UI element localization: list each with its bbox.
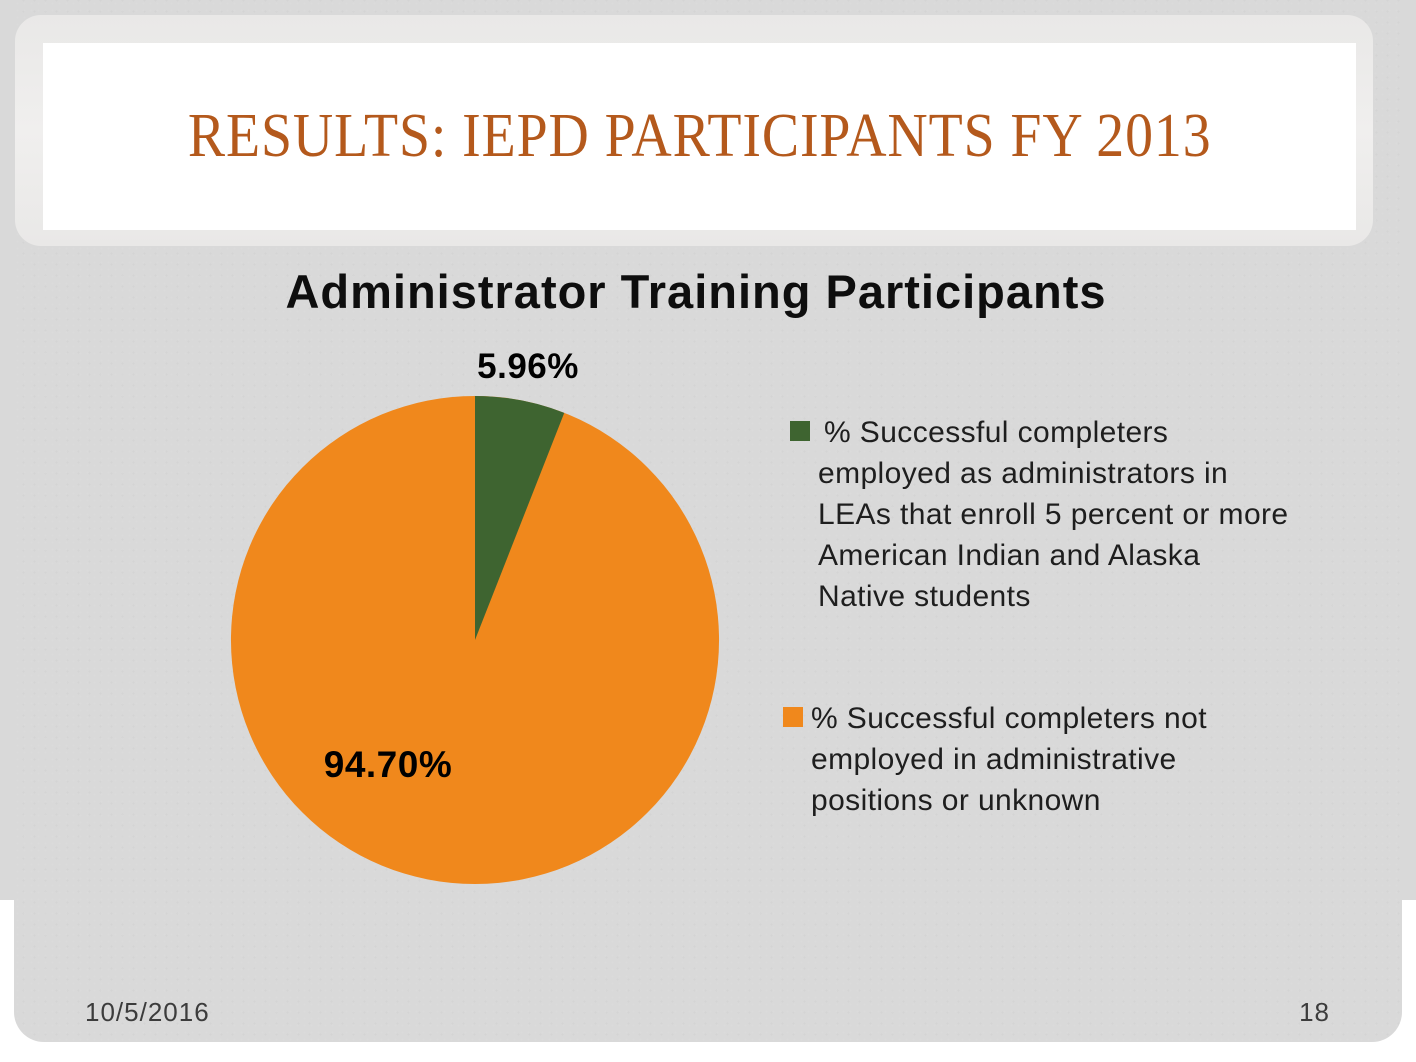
pie-data-label-green: 5.96%	[477, 347, 579, 386]
footer-date: 10/5/2016	[85, 997, 210, 1027]
chart-legend: % Successful completers employed as admi…	[783, 412, 1343, 821]
legend-label-orange: % Successful completers not employed in …	[811, 702, 1207, 817]
chart-title: Administrator Training Participants	[285, 265, 1107, 318]
pie-chart	[228, 393, 722, 887]
legend-swatch-orange	[783, 707, 803, 727]
pie-chart-svg	[230, 395, 720, 885]
pie-slice-green	[475, 395, 565, 640]
legend-item-orange: % Successful completers not employed in …	[783, 698, 1343, 821]
legend-item-green: % Successful completers employed as admi…	[783, 412, 1343, 617]
pie-data-label-orange: 94.70%	[323, 744, 453, 785]
title-banner: RESULTS: IEPD PARTICIPANTS FY 2013	[15, 15, 1373, 246]
title-banner-inner: RESULTS: IEPD PARTICIPANTS FY 2013	[43, 43, 1356, 230]
legend-swatch-green	[790, 421, 810, 441]
pie-slice-orange	[230, 395, 720, 885]
footer-page-number: 18	[1299, 997, 1330, 1027]
legend-label-green: % Successful completers employed as admi…	[818, 416, 1289, 613]
slide-title: RESULTS: IEPD PARTICIPANTS FY 2013	[187, 102, 1212, 170]
